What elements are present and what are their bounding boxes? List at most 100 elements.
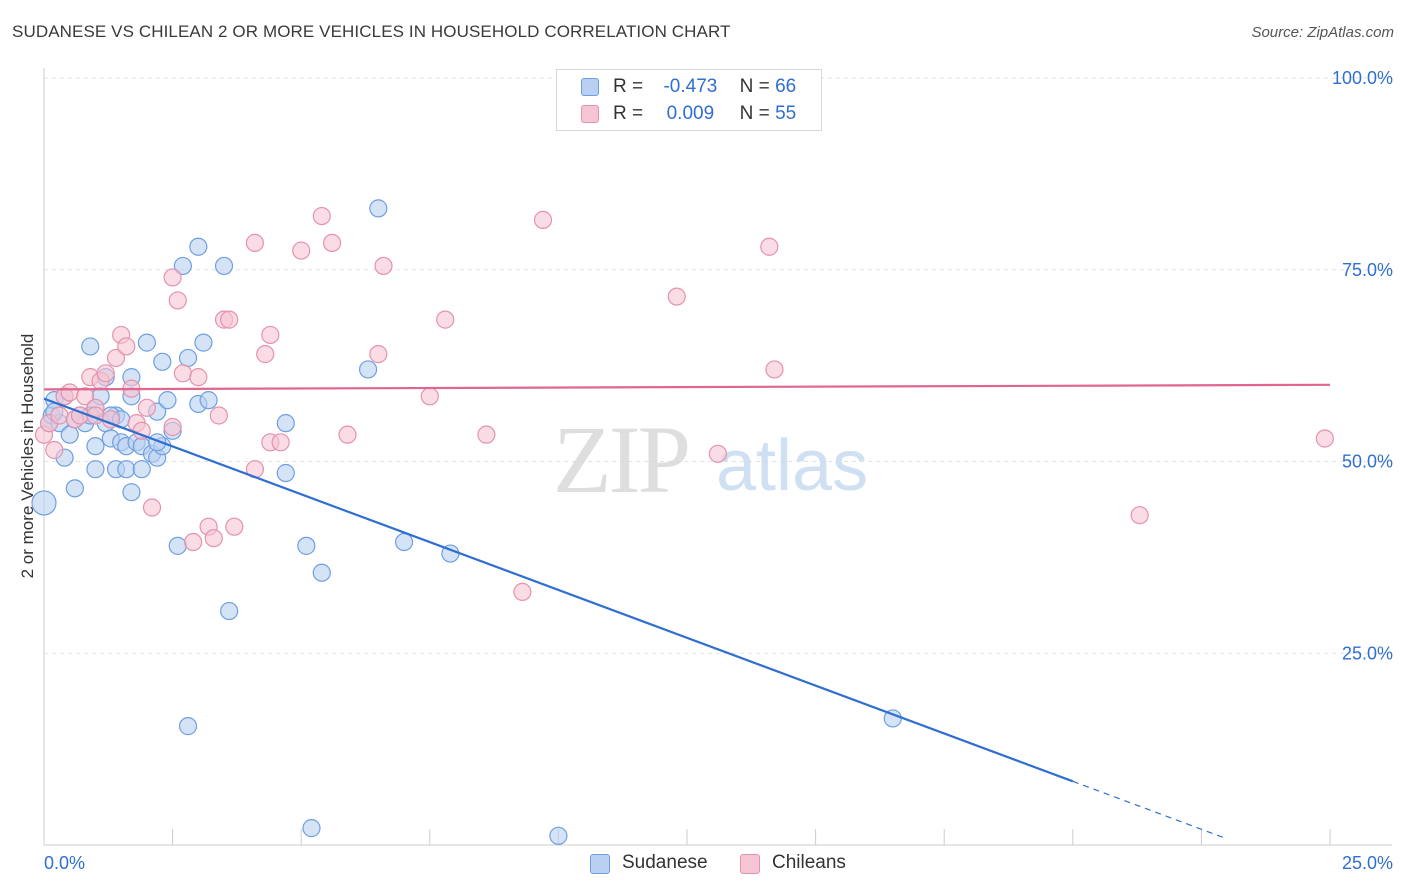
sudanese-point: [178, 348, 198, 368]
sudanese-trend-extension: [1072, 780, 1228, 840]
chileans-point: [45, 440, 64, 460]
chileans-point: [369, 345, 388, 364]
sudanese-swatch: [581, 78, 599, 96]
chileans-point: [50, 406, 69, 425]
sudanese-point: [276, 463, 295, 483]
chileans-legend-swatch: [740, 854, 760, 874]
sudanese-point: [199, 391, 218, 410]
sudanese-point: [214, 256, 234, 276]
chileans-point: [533, 210, 553, 229]
chileans-point: [163, 417, 182, 437]
y-tick-label: 100.0%: [1332, 68, 1393, 88]
chileans-point: [271, 433, 290, 452]
sudanese-point: [297, 536, 316, 555]
y-tick-label: 25.0%: [1342, 643, 1393, 663]
sudanese-point: [194, 333, 213, 352]
chileans-point: [667, 287, 686, 306]
chileans-point: [220, 310, 239, 329]
sudanese-point: [31, 490, 57, 516]
sudanese-point: [220, 601, 239, 621]
chileans-point: [209, 406, 228, 425]
sudanese-point: [132, 460, 151, 479]
sudanese-point: [189, 237, 208, 256]
chileans-point: [60, 383, 79, 402]
sudanese-point: [122, 483, 141, 502]
tick-labels: 25.0% 50.0% 75.0% 100.0% 0.0% 25.0%: [44, 68, 1393, 873]
chileans-point: [117, 337, 136, 356]
sudanese-point: [394, 532, 414, 552]
chileans-point: [477, 425, 496, 444]
chileans-point: [292, 241, 311, 260]
sudanese-point: [168, 536, 187, 555]
chileans-point: [163, 268, 182, 287]
legend-n-label: N =: [739, 103, 770, 124]
legend-r-value-sudanese: -0.473: [663, 76, 718, 97]
sudanese-points: [31, 199, 902, 845]
chileans-point: [338, 425, 357, 444]
sudanese-legend-swatch: [590, 854, 610, 874]
sudanese-point: [137, 333, 156, 352]
chileans-swatch: [581, 105, 599, 123]
chileans-point: [436, 310, 455, 329]
chileans-point: [142, 498, 162, 517]
sudanese-point: [178, 717, 198, 736]
sudanese-point: [312, 563, 331, 582]
x-tick-label: 0.0%: [44, 853, 85, 873]
grid-lines: [44, 77, 1392, 654]
chileans-point: [173, 364, 192, 383]
sudanese-point: [549, 826, 568, 845]
chileans-point: [760, 237, 779, 256]
chileans-point: [1315, 429, 1334, 448]
legend-r-value-chileans: 0.009: [666, 103, 715, 124]
chileans-point: [245, 233, 265, 253]
chileans-point: [76, 387, 95, 406]
chileans-point: [168, 291, 187, 310]
sudanese-point: [302, 819, 321, 838]
sudanese-point: [369, 199, 388, 218]
legend-n-label: N =: [739, 76, 770, 97]
chileans-point: [513, 582, 532, 601]
chileans-point: [261, 325, 280, 345]
y-tick-label: 75.0%: [1342, 260, 1393, 280]
chileans-point: [374, 256, 393, 276]
sudanese-point: [86, 460, 105, 479]
chileans-point: [256, 345, 275, 364]
sudanese-point: [358, 360, 378, 379]
legend-n-value-chileans: 55: [775, 103, 797, 124]
legend-r-label: R =: [613, 103, 644, 124]
sudanese-point: [60, 425, 79, 444]
legend-r-label: R =: [613, 76, 644, 97]
x-tick-label: 25.0%: [1342, 853, 1393, 873]
watermark-zip: ZIP: [553, 406, 688, 513]
chileans-point: [106, 348, 126, 368]
chileans-point: [1130, 506, 1149, 525]
stats-legend: R = -0.473 N = 66 R = 0.009 N = 55: [556, 69, 822, 131]
sudanese-point: [117, 460, 136, 479]
sudanese-point: [173, 256, 192, 276]
watermark-atlas: atlas: [716, 426, 868, 506]
chileans-points: [34, 206, 1334, 601]
y-axis-label: 2 or more Vehicles in Household: [18, 334, 37, 579]
legend-n-value-sudanese: 66: [775, 76, 797, 97]
sudanese-point: [158, 391, 177, 410]
chart-title: SUDANESE VS CHILEAN 2 OR MORE VEHICLES I…: [12, 22, 731, 41]
chileans-point: [708, 444, 727, 463]
chileans-trend-line: [43, 383, 1331, 391]
sudanese-legend-label: Sudanese: [622, 852, 708, 873]
chileans-point: [312, 206, 331, 226]
sudanese-point: [153, 352, 172, 371]
chileans-point: [189, 368, 208, 387]
chileans-point: [420, 387, 439, 406]
y-tick-label: 50.0%: [1342, 452, 1393, 472]
chileans-point: [184, 532, 203, 552]
chileans-point: [322, 233, 342, 253]
sudanese-point: [81, 337, 100, 356]
sudanese-point: [65, 479, 84, 498]
chileans-point: [96, 364, 115, 383]
sudanese-trend-line: [43, 397, 1074, 783]
chileans-point: [765, 360, 784, 379]
chileans-point: [225, 517, 244, 536]
sudanese-point: [86, 437, 105, 456]
chileans-legend-label: Chileans: [772, 852, 846, 873]
